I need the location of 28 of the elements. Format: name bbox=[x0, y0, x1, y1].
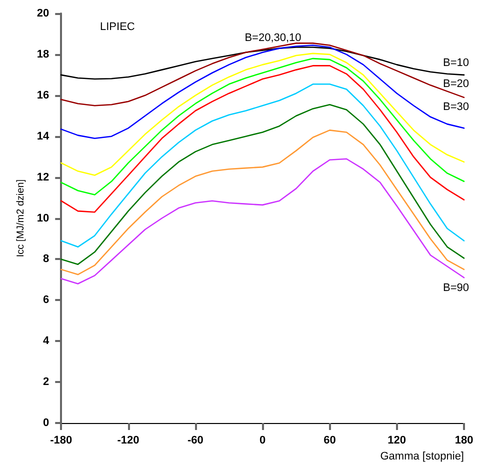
y-axis-title: Icc [MJ/m2 dzien] bbox=[16, 179, 26, 258]
x-tick-label: -120 bbox=[117, 434, 140, 446]
y-tick-label: 8 bbox=[43, 253, 50, 266]
annotation: B=30 bbox=[443, 101, 469, 113]
line-series bbox=[60, 158, 465, 284]
x-tick-label: 120 bbox=[388, 434, 406, 446]
y-tick-label: 12 bbox=[36, 171, 50, 184]
y-tick-label: 10 bbox=[36, 212, 50, 224]
y-tick-label: 18 bbox=[36, 48, 50, 60]
x-tick-label: 0 bbox=[260, 434, 266, 446]
line-series bbox=[60, 130, 465, 276]
x-axis-title: Gamma [stopnie] bbox=[380, 450, 464, 462]
y-tick-label: 2 bbox=[43, 376, 50, 388]
annotation: LIPIEC bbox=[100, 21, 135, 33]
y-tick-label: 0 bbox=[43, 417, 50, 429]
y-tick-label: 14 bbox=[36, 130, 50, 142]
x-tick-label: 60 bbox=[324, 434, 336, 446]
x-tick-label: 180 bbox=[454, 434, 474, 446]
annotation: B=10 bbox=[443, 57, 469, 69]
x-tick-label: -180 bbox=[50, 434, 72, 446]
annotation: B=20,30,10 bbox=[244, 32, 302, 44]
x-tick-label: -60 bbox=[187, 434, 204, 446]
annotation: B=20 bbox=[443, 78, 469, 90]
annotation: B=90 bbox=[443, 282, 469, 294]
y-tick-label: 4 bbox=[43, 335, 50, 348]
y-tick-label: 16 bbox=[36, 89, 50, 102]
y-tick-label: 20 bbox=[36, 8, 50, 20]
y-tick-label: 6 bbox=[43, 294, 50, 306]
